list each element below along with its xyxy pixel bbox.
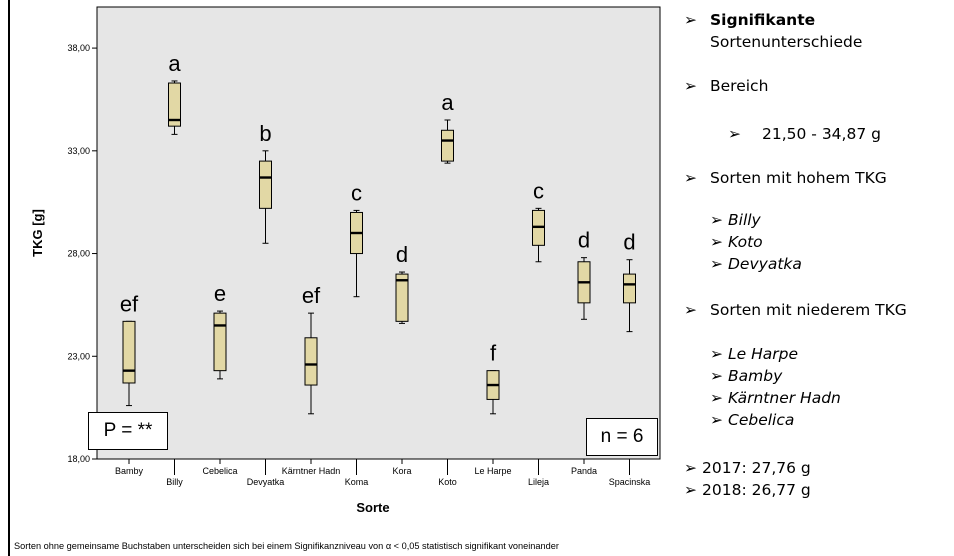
note-high-item-text: Billy <box>728 211 761 229</box>
x-tick-label: Spacinska <box>609 477 651 487</box>
arrow-bullet-icon: ➢ <box>710 389 723 407</box>
note-significant-text: Sortenunterschiede <box>710 33 863 51</box>
x-tick-label: Devyatka <box>247 477 285 487</box>
note-year-2018: ➢ 2018: 26,77 g <box>684 480 811 500</box>
arrow-bullet-icon: ➢ <box>710 411 723 429</box>
group-letter-label: a <box>168 51 181 76</box>
note-significant: ➢ Signifikante <box>684 10 815 30</box>
sample-size-badge: n = 6 <box>586 418 658 456</box>
group-letter-label: c <box>351 180 362 205</box>
note-range-heading-text: Bereich <box>710 77 769 95</box>
box <box>395 273 409 322</box>
note-high-item-text: Devyatka <box>728 255 802 273</box>
boxes-layer: ef a e b ef c d a f c d d <box>120 51 636 415</box>
note-significant-line2: Sortenunterschiede <box>710 32 862 52</box>
note-range-heading: ➢ Bereich <box>684 76 768 96</box>
arrow-bullet-icon: ➢ <box>710 345 723 363</box>
box <box>213 312 227 372</box>
note-significant-bold: Signifikante <box>710 11 816 29</box>
x-tick-label: Cebelica <box>202 466 237 476</box>
note-high-item: ➢ Billy <box>710 210 761 230</box>
x-tick-label: Koto <box>438 477 457 487</box>
y-tick-label: 28,00 <box>67 249 90 259</box>
group-letter-label: c <box>533 178 544 203</box>
arrow-bullet-icon: ➢ <box>684 169 697 187</box>
group-letter-label: b <box>259 121 271 146</box>
note-year-2017-text: 2017: 27,76 g <box>702 459 811 477</box>
arrow-bullet-icon: ➢ <box>710 367 723 385</box>
y-tick-label: 18,00 <box>67 454 90 464</box>
x-tick-label: Billy <box>166 477 183 487</box>
note-year-2018-text: 2018: 26,77 g <box>702 481 811 499</box>
p-value-badge: P = ** <box>88 412 168 450</box>
group-letter-label: d <box>578 228 590 253</box>
note-low-item: ➢ Le Harpe <box>710 344 798 364</box>
note-high-item: ➢ Koto <box>710 232 763 252</box>
y-axis-title: TKG [g] <box>30 209 45 257</box>
arrow-bullet-icon: ➢ <box>684 77 697 95</box>
x-tick-label: Panda <box>571 466 597 476</box>
note-high-heading-text: Sorten mit hohem TKG <box>710 169 887 187</box>
box <box>304 337 318 386</box>
note-low-item: ➢ Bamby <box>710 366 782 386</box>
note-range-value: ➢ 21,50 - 34,87 g <box>728 124 881 144</box>
note-low-item-text: Bamby <box>728 367 783 385</box>
note-low-item-text: Kärntner Hadn <box>728 389 841 407</box>
note-low-item: ➢ Cebelica <box>710 410 794 430</box>
arrow-bullet-icon: ➢ <box>684 481 697 499</box>
group-letter-label: f <box>490 341 497 366</box>
x-tick-label: Koma <box>345 477 369 487</box>
x-tick-label: Bamby <box>115 466 144 476</box>
note-low-heading-text: Sorten mit niederem TKG <box>710 301 907 319</box>
y-tick-label: 38,00 <box>67 43 90 53</box>
note-low-item-text: Le Harpe <box>728 345 798 363</box>
group-letter-label: ef <box>302 283 321 308</box>
box <box>122 320 136 384</box>
arrow-bullet-icon: ➢ <box>710 233 723 251</box>
group-letter-label: d <box>623 230 635 255</box>
note-low-item: ➢ Kärntner Hadn <box>710 388 841 408</box>
x-tick-label: Le Harpe <box>474 466 511 476</box>
box <box>441 129 454 162</box>
plot-area <box>96 6 661 460</box>
y-axis: 18,00 23,00 28,00 33,00 38,00 <box>67 43 97 464</box>
x-tick-label: Kora <box>392 466 411 476</box>
note-high-heading: ➢ Sorten mit hohem TKG <box>684 168 887 188</box>
arrow-bullet-icon: ➢ <box>684 459 697 477</box>
x-tick-label: Kärntner Hadn <box>282 466 341 476</box>
arrow-bullet-icon: ➢ <box>684 301 697 319</box>
y-tick-label: 23,00 <box>67 351 90 361</box>
footnote: Sorten ohne gemeinsame Buchstaben unters… <box>14 541 559 551</box>
note-high-item: ➢ Devyatka <box>710 254 802 274</box>
group-letter-label: a <box>441 90 454 115</box>
arrow-bullet-icon: ➢ <box>728 125 741 143</box>
y-tick-label: 33,00 <box>67 146 90 156</box>
arrow-bullet-icon: ➢ <box>710 255 723 273</box>
x-tick-label: Lileja <box>528 477 549 487</box>
box <box>259 160 272 209</box>
note-range-value-text: 21,50 - 34,87 g <box>762 125 881 143</box>
x-axis-title: Sorte <box>356 500 389 515</box>
group-letter-label: e <box>214 281 226 306</box>
frame-border <box>8 0 10 556</box>
group-letter-label: d <box>396 242 408 267</box>
arrow-bullet-icon: ➢ <box>684 11 697 29</box>
note-low-item-text: Cebelica <box>728 411 795 429</box>
arrow-bullet-icon: ➢ <box>710 211 723 229</box>
box <box>623 273 636 304</box>
note-low-heading: ➢ Sorten mit niederem TKG <box>684 300 907 320</box>
group-letter-label: ef <box>120 291 139 316</box>
note-high-item-text: Koto <box>728 233 763 251</box>
box <box>168 82 181 127</box>
note-year-2017: ➢ 2017: 27,76 g <box>684 458 811 478</box>
